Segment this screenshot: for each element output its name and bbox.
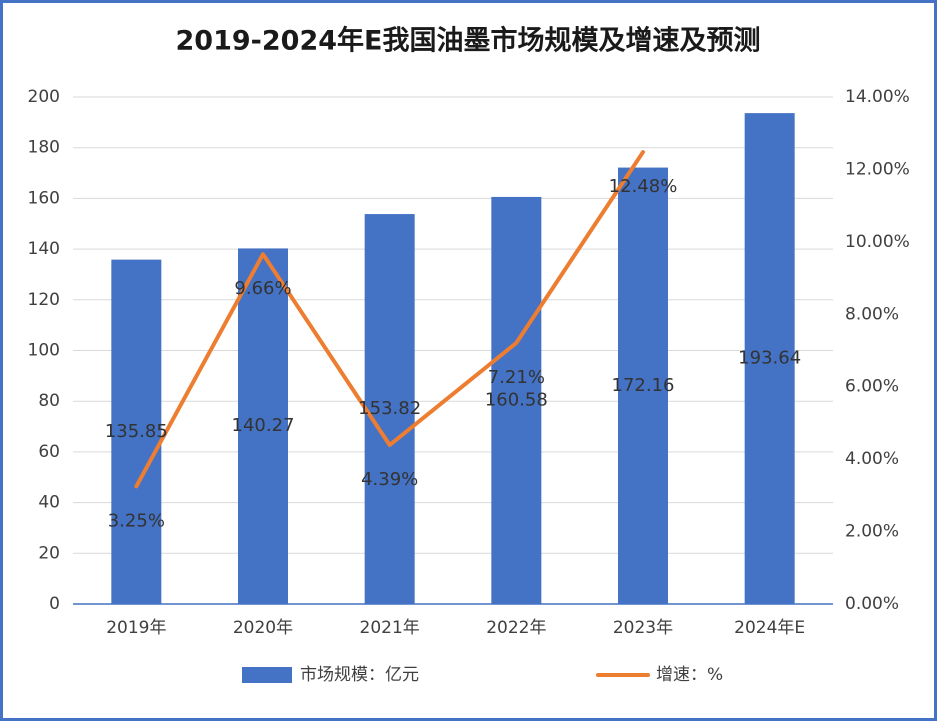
- y2-tick-label: 8.00%: [845, 304, 899, 324]
- x-tick-label: 2021年: [360, 618, 420, 638]
- y-tick-label: 140: [28, 239, 60, 259]
- y-tick-label: 40: [38, 493, 60, 513]
- bar: [618, 167, 668, 604]
- bar: [491, 196, 542, 605]
- line: [134, 150, 645, 489]
- bar: [364, 214, 415, 605]
- bar-label: 193.64: [738, 348, 801, 369]
- bar: [238, 248, 288, 605]
- y2-tick-label: 10.00%: [845, 232, 910, 252]
- y2-tick-label: 2.00%: [845, 522, 899, 542]
- x-tick-label: 2024年E: [734, 618, 805, 638]
- y2-tick-label: 14.00%: [845, 87, 910, 107]
- y-tick-label: 80: [38, 391, 60, 411]
- legend-label: 市场规模：亿元: [300, 665, 419, 685]
- y2-tick-label: 6.00%: [845, 377, 899, 397]
- line-label: 3.25%: [108, 510, 165, 531]
- x-tick-label: 2022年: [486, 618, 546, 638]
- legend-label: 增速：%: [656, 665, 723, 685]
- legend-swatch: [242, 667, 292, 683]
- bar-label: 172.16: [612, 375, 675, 396]
- line-label: 9.66%: [234, 278, 291, 299]
- x-tick-label: 2020年: [233, 618, 293, 638]
- line-label: 7.21%: [488, 367, 545, 388]
- line-label: 12.48%: [609, 176, 678, 197]
- bar: [744, 113, 795, 605]
- y2-tick-label: 12.00%: [845, 159, 910, 179]
- y-tick-label: 20: [38, 543, 60, 563]
- y2-tick-label: 4.00%: [845, 449, 899, 469]
- x-tick-label: 2023年: [613, 618, 673, 638]
- bar-label: 153.82: [358, 398, 421, 419]
- y-tick-label: 160: [28, 188, 60, 208]
- y-tick-label: 0: [49, 594, 60, 614]
- y2-tick-label: 0.00%: [845, 594, 899, 614]
- chart-title: 2019-2024年E我国油墨市场规模及增速及预测: [176, 25, 761, 57]
- bar-label: 135.85: [105, 421, 168, 442]
- y-tick-label: 180: [28, 138, 60, 158]
- bar-label: 140.27: [232, 415, 295, 436]
- y-tick-label: 100: [28, 341, 60, 361]
- y-tick-label: 200: [28, 87, 60, 107]
- bar-label: 160.58: [485, 389, 548, 410]
- y-tick-label: 60: [38, 442, 60, 462]
- y-tick-label: 120: [28, 290, 60, 310]
- line-label: 4.39%: [361, 469, 418, 490]
- bar: [111, 259, 162, 604]
- x-tick-label: 2019年: [106, 618, 166, 638]
